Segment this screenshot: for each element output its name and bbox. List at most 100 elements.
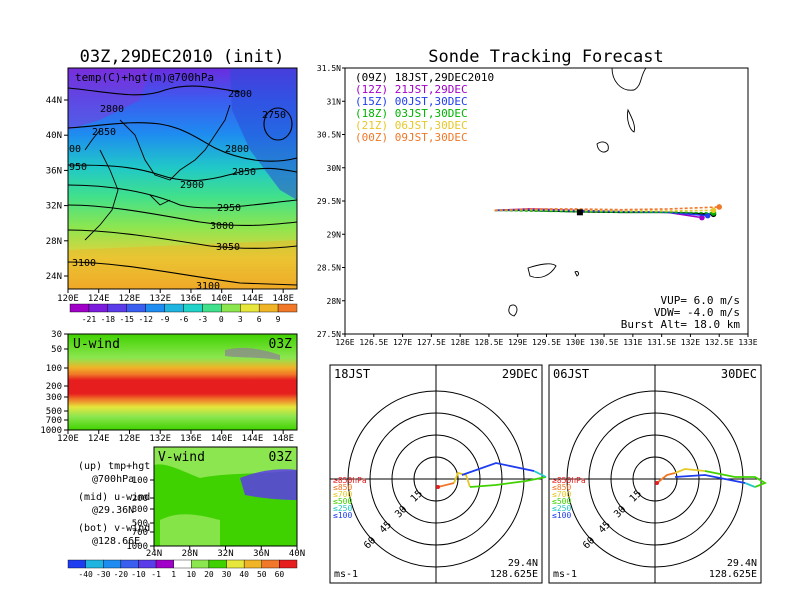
v-wind-low-band — [160, 514, 220, 546]
trajectory-line — [494, 208, 714, 212]
y-tick-label: 28N — [46, 237, 62, 247]
y-tick-label: 40N — [46, 131, 62, 141]
x-tick-label: 124E — [88, 434, 110, 444]
colorbar-label: 10 — [186, 570, 196, 579]
u-wind-x-ticks: 120E 124E 128E 132E 136E 140E 144E 148E — [57, 430, 294, 444]
y-tick-label: 31.5N — [317, 64, 341, 73]
colorbar-swatch — [279, 559, 298, 569]
warm-region-south — [68, 240, 297, 289]
colorbar-swatch — [183, 303, 203, 313]
tracking-parameters: VUP= 6.0 m/s VDW= -4.0 m/s Burst Alt= 18… — [621, 294, 741, 331]
x-tick-label: 28N — [182, 549, 198, 559]
colorbar-swatch — [155, 559, 174, 569]
colorbar-label: -3 — [198, 315, 208, 324]
contour-labels: 2800 2800 2750 2850 2800 2900 2850 2950 … — [69, 89, 286, 292]
colorbar-swatch — [173, 559, 192, 569]
colorbar-swatch — [261, 559, 280, 569]
hodograph-trace — [453, 471, 471, 488]
level-legend-entry: ≤250 — [333, 504, 352, 513]
colorbar-swatch — [126, 303, 146, 313]
colorbar-swatch — [208, 559, 227, 569]
contour-label: 00 — [69, 144, 81, 155]
colorbar-label: -12 — [138, 315, 153, 324]
x-tick-label: 129E — [508, 338, 527, 347]
colorbar-swatch — [164, 303, 184, 313]
hodograph-trace — [469, 476, 547, 488]
tracking-coastlines — [508, 67, 647, 317]
hodograph-lat: 29.4N — [508, 558, 538, 569]
height-contours — [67, 85, 298, 286]
hodograph-trace — [674, 468, 706, 474]
x-tick-label: 132.5E — [705, 338, 734, 347]
x-tick-label: 120E — [57, 294, 79, 304]
x-tick-label: 136E — [180, 294, 202, 304]
y-tick-label: 29N — [327, 230, 342, 239]
desc-up-line2: @700hPa — [92, 474, 134, 485]
colorbar-swatch — [88, 303, 109, 313]
vdw-text: VDW= -4.0 m/s — [654, 306, 740, 319]
x-tick-label: 148E — [272, 434, 294, 444]
level-legend-entry: ≤700 — [552, 490, 571, 499]
y-tick-label: 29.5N — [317, 197, 341, 206]
legend-entry: (21Z) 06JST,30DEC — [355, 119, 468, 132]
colorbar-label: -20 — [114, 570, 129, 579]
tracking-trajectories — [494, 204, 723, 221]
level-legend-entry: ≤850 — [552, 483, 571, 492]
contour-label: 2800 — [100, 104, 124, 115]
colorbar-label: 0 — [219, 315, 224, 324]
colorbar-swatch — [277, 303, 298, 313]
x-tick-label: 128E — [451, 338, 470, 347]
x-tick-label: 132E — [149, 434, 171, 444]
x-tick-label: 32N — [217, 549, 233, 559]
colorbar-label: -30 — [96, 570, 111, 579]
colorbar-swatch — [107, 303, 127, 313]
y-tick-label: 100 — [46, 364, 62, 374]
x-tick-label: 127.5E — [417, 338, 446, 347]
x-tick-label: 128.5E — [474, 338, 503, 347]
contour-label: 2950 — [217, 203, 241, 214]
level-legend-entry: ≤250 — [552, 504, 571, 513]
temperature-map: 2800 2800 2750 2850 2800 2900 2850 2950 … — [67, 67, 298, 292]
colorbar-label: 60 — [275, 570, 285, 579]
u-wind-panel: U-wind 03Z — [67, 333, 298, 431]
cold-pool-west — [68, 68, 150, 130]
colorbar-swatch — [221, 303, 241, 313]
colorbar-swatch — [191, 559, 210, 569]
y-tick-label: 500 — [46, 407, 62, 417]
tracking-frame — [344, 67, 749, 335]
left-map-subtitle: temp(C)+hgt(m)@700hPa — [75, 71, 214, 84]
y-tick-label: 32N — [46, 202, 62, 212]
u-wind-frame — [67, 333, 298, 431]
colorbar-swatch — [202, 303, 222, 313]
colorbar-swatch — [85, 559, 104, 569]
y-tick-label: 1000 — [126, 542, 148, 552]
trajectory-endpoint — [710, 207, 717, 214]
coastline — [84, 104, 231, 241]
wind-colorbar: -40 -30 -20 -10 -1 1 10 20 30 40 50 60 — [67, 559, 298, 579]
u-wind-label: U-wind — [73, 337, 120, 352]
colorbar-label: 9 — [276, 315, 281, 324]
colorbar-label: 20 — [204, 570, 214, 579]
colorbar-swatch — [120, 559, 139, 569]
v-wind-negative-area — [240, 469, 297, 500]
vup-text: VUP= 6.0 m/s — [661, 294, 740, 307]
x-tick-label: 140E — [211, 434, 233, 444]
trajectory-line — [494, 206, 720, 212]
level-legend-entry: ≤850 — [333, 483, 352, 492]
desc-up-line1: (up) tmp+hgt — [78, 461, 150, 472]
x-tick-label: 132E — [681, 338, 700, 347]
level-legend-entry: ≤100 — [333, 511, 352, 520]
hodograph-trace — [437, 482, 455, 488]
x-tick-label: 133E — [738, 338, 757, 347]
hodograph-unit: ms-1 — [553, 569, 577, 580]
legend-entry: (09Z) 18JST,29DEC2010 — [355, 71, 494, 84]
hodograph-time: 18JST — [334, 367, 370, 381]
trajectory-endpoint — [704, 212, 711, 219]
x-tick-label: 144E — [242, 294, 264, 304]
y-tick-label: 24N — [46, 272, 62, 282]
colorbar-label: -40 — [78, 570, 93, 579]
level-legend-entry: ≤100 — [552, 511, 571, 520]
level-legend-entry: ≥850hPa — [552, 476, 586, 485]
colorbar-swatch — [240, 303, 260, 313]
